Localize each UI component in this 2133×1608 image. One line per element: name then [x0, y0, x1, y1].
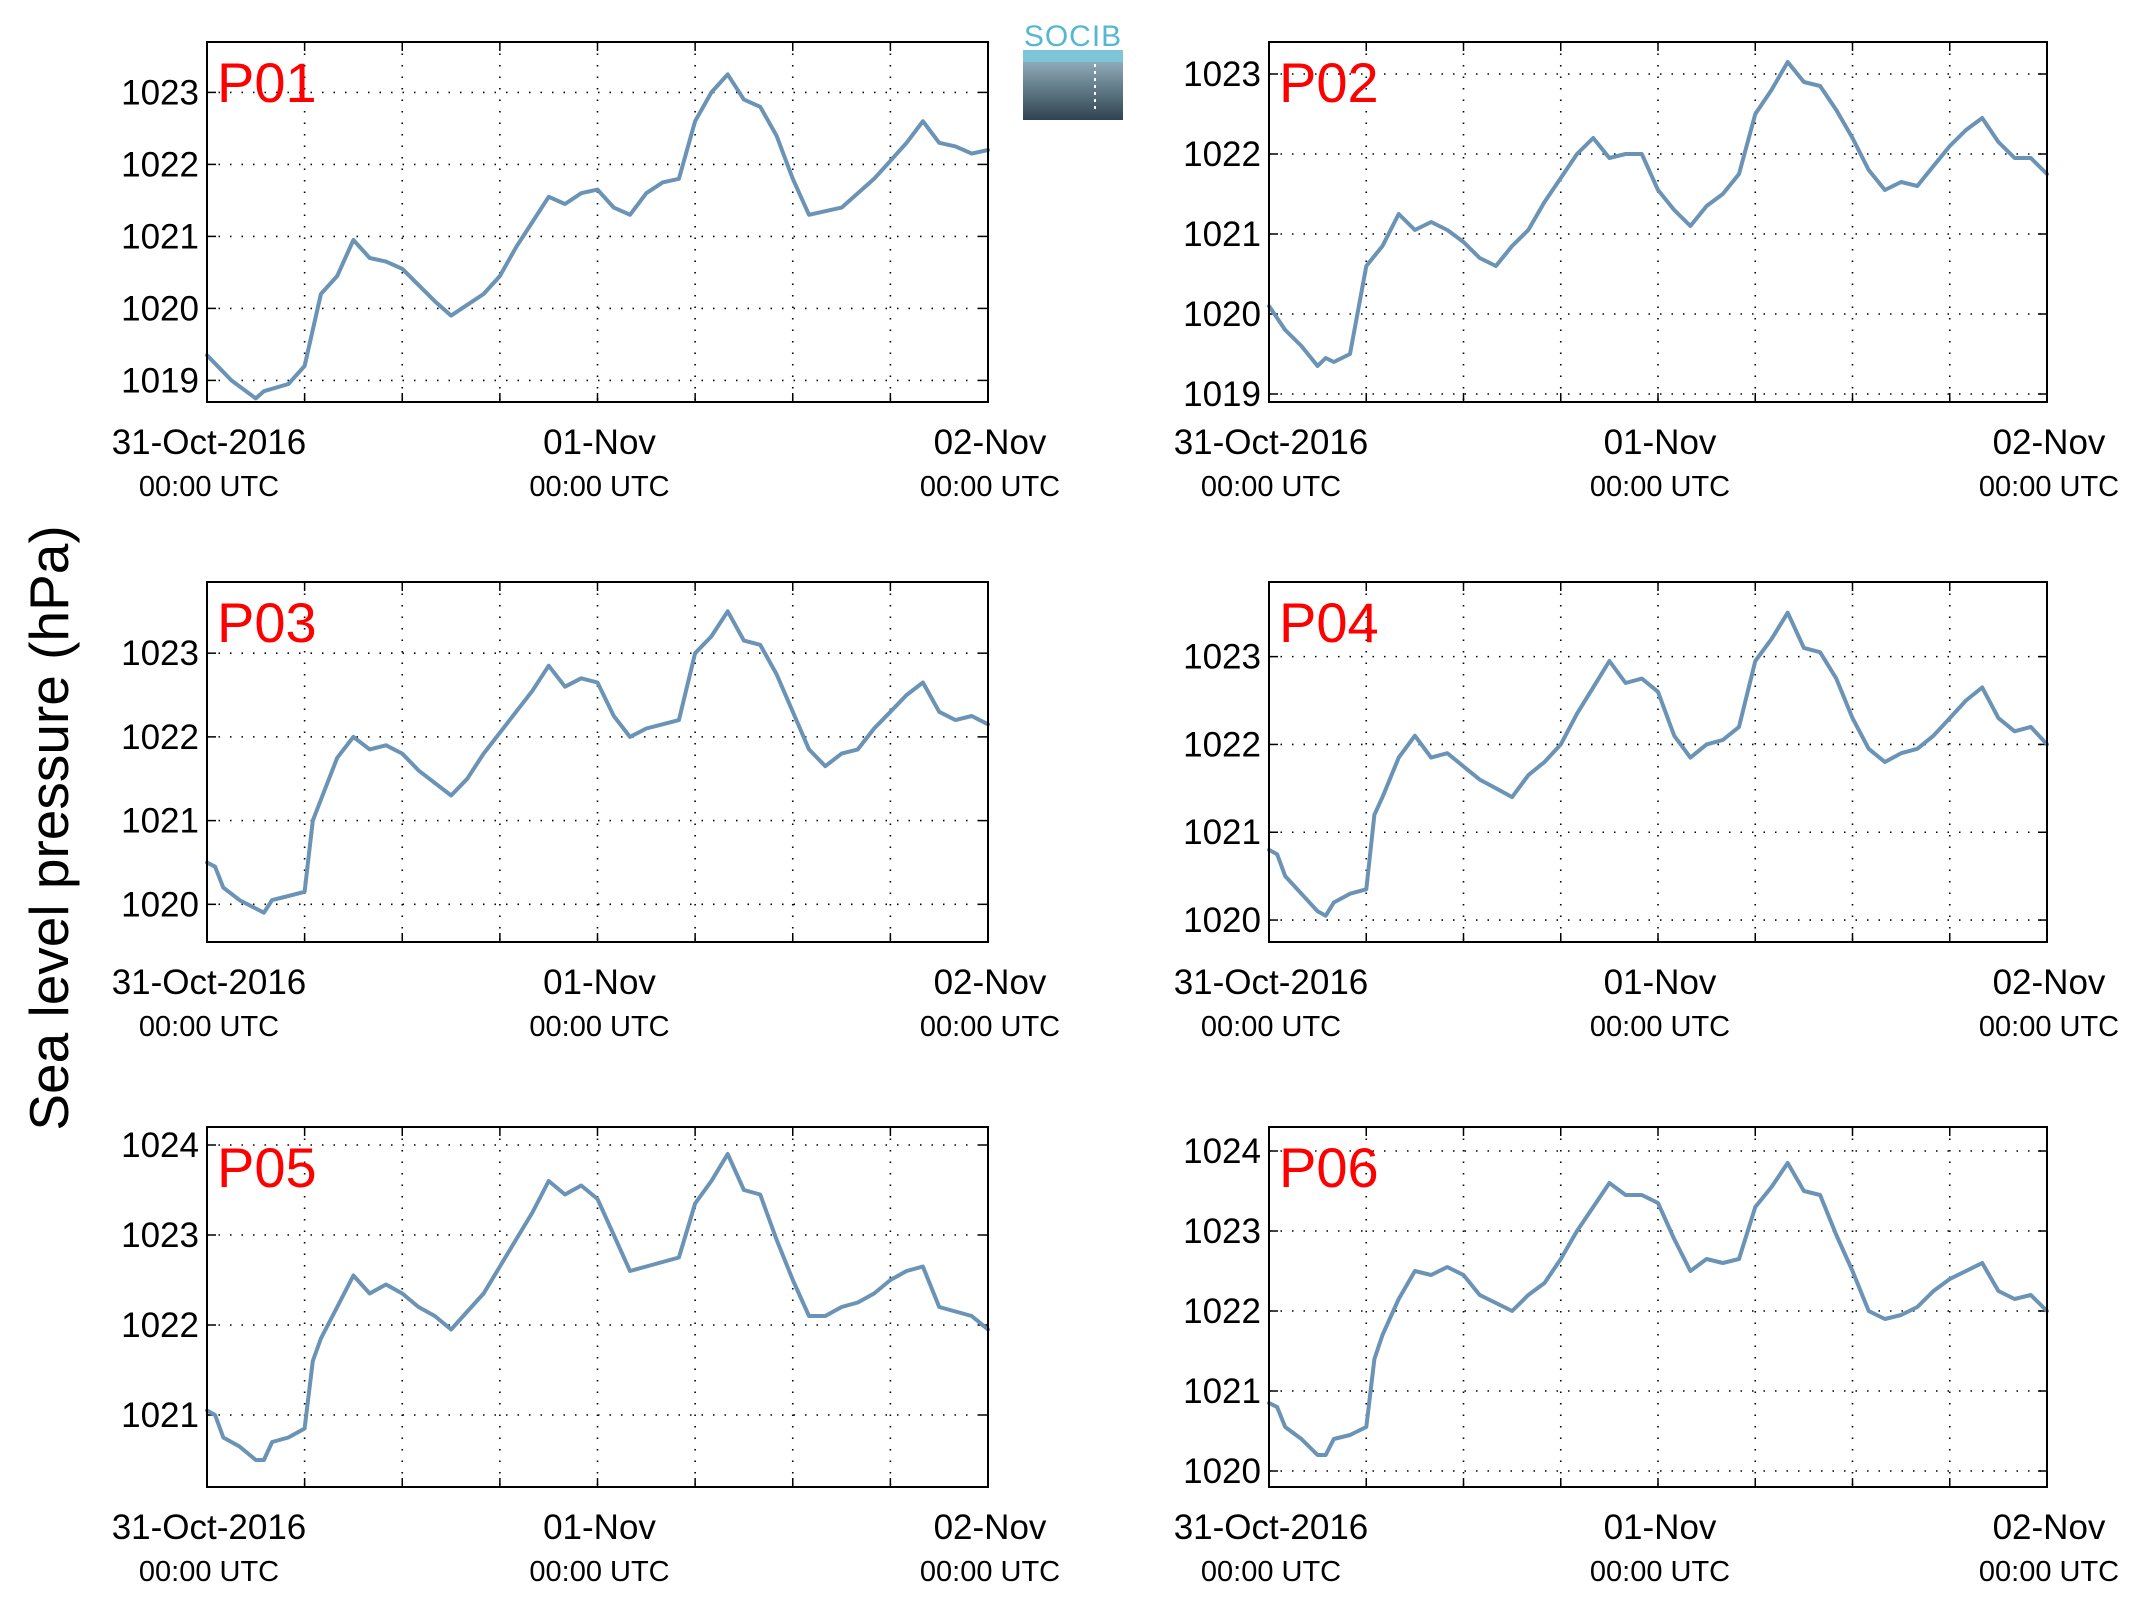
plot-area — [207, 42, 988, 402]
x-tick-time-label: 00:00 UTC — [1201, 471, 1341, 503]
panel-p04: 1020 1021 1022 1023 P04 31-Oct-2016 00:00 UTC 0… — [1174, 581, 2119, 1043]
axes-frame — [206, 1126, 989, 1488]
plot-area — [1269, 1127, 2047, 1487]
y-tick-label: 1023 — [1183, 1212, 1261, 1251]
y-tick-label: 1022 — [1183, 725, 1261, 764]
y-axis-label: Sea level pressure (hPa) — [18, 525, 80, 1130]
y-tick-label: 1021 — [1183, 215, 1261, 254]
y-tick-label: 1024 — [1183, 1132, 1261, 1171]
panel-p01: 1019 1020 1021 1022 1023 P01 31-Oct-2016 00:00 … — [112, 41, 1060, 503]
x-tick-time-label: 00:00 UTC — [1590, 1011, 1730, 1043]
panel-label: P03 — [217, 591, 317, 654]
x-tick-date-label: 31-Oct-2016 — [112, 423, 307, 462]
y-tick-label: 1022 — [121, 1306, 199, 1345]
x-tick-date-label: 01-Nov — [1604, 1508, 1717, 1547]
y-tick-label: 1023 — [121, 1216, 199, 1255]
x-tick-date-label: 31-Oct-2016 — [112, 1508, 307, 1547]
plot-area — [207, 582, 988, 942]
x-tick-date-label: 01-Nov — [1604, 423, 1717, 462]
y-tick-label: 1024 — [121, 1126, 199, 1165]
x-tick-date-label: 31-Oct-2016 — [112, 963, 307, 1002]
x-tick-time-label: 00:00 UTC — [529, 471, 669, 503]
panel-p02: 1019 1020 1021 1022 1023 P02 31-Oct-2016 00:00 … — [1174, 41, 2119, 503]
axes-frame — [206, 41, 989, 403]
pressure-series-line — [1267, 60, 2049, 368]
panel-label: P02 — [1279, 51, 1379, 114]
x-tick-time-label: 00:00 UTC — [1590, 1556, 1730, 1588]
y-tick-label: 1021 — [121, 802, 199, 841]
y-tick-label: 1022 — [1183, 1292, 1261, 1331]
x-tick-date-label: 01-Nov — [543, 1508, 656, 1547]
axes-frame — [1268, 1126, 2048, 1488]
panel-label: P06 — [1279, 1136, 1379, 1199]
panel-p06: 1020 1021 1022 1023 1024 P06 31-Oct-2016 00:00 … — [1174, 1126, 2119, 1588]
x-tick-date-label: 02-Nov — [934, 963, 1047, 1002]
x-tick-date-label: 02-Nov — [1993, 423, 2106, 462]
y-tick-label: 1019 — [121, 361, 199, 400]
logo-top-band — [1023, 50, 1123, 62]
y-tick-label: 1020 — [1183, 1452, 1261, 1491]
x-tick-time-label: 00:00 UTC — [920, 1011, 1060, 1043]
x-tick-date-label: 02-Nov — [1993, 1508, 2106, 1547]
y-tick-label: 1020 — [121, 885, 199, 924]
x-tick-time-label: 00:00 UTC — [139, 1011, 279, 1043]
pressure-series-line — [1267, 1161, 2049, 1457]
y-tick-label: 1023 — [1183, 55, 1261, 94]
x-tick-time-label: 00:00 UTC — [1979, 471, 2119, 503]
axes-frame — [206, 581, 989, 943]
panel-p03: 1020 1021 1022 1023 P03 31-Oct-2016 00:00 UTC 0… — [112, 581, 1060, 1043]
panel-p05: 1021 1022 1023 1024 P05 31-Oct-2016 00:00 UTC 0… — [112, 1126, 1060, 1588]
y-tick-label: 1021 — [121, 217, 199, 256]
x-tick-time-label: 00:00 UTC — [529, 1556, 669, 1588]
pressure-series-line — [205, 1152, 990, 1462]
x-tick-date-label: 31-Oct-2016 — [1174, 423, 1369, 462]
logo-body — [1023, 62, 1123, 120]
x-tick-date-label: 01-Nov — [543, 423, 656, 462]
plot-area — [1269, 42, 2047, 402]
pressure-series-line — [205, 72, 990, 401]
x-tick-date-label: 01-Nov — [543, 963, 656, 1002]
y-tick-label: 1021 — [1183, 1372, 1261, 1411]
x-tick-time-label: 00:00 UTC — [139, 471, 279, 503]
pressure-series-line — [205, 609, 990, 915]
plot-area — [207, 1127, 988, 1487]
x-tick-date-label: 31-Oct-2016 — [1174, 1508, 1369, 1547]
y-tick-label: 1023 — [1183, 638, 1261, 677]
pressure-series-line — [1267, 610, 2049, 918]
x-tick-time-label: 00:00 UTC — [1979, 1556, 2119, 1588]
x-tick-date-label: 02-Nov — [934, 1508, 1047, 1547]
x-tick-time-label: 00:00 UTC — [1201, 1011, 1341, 1043]
x-tick-time-label: 00:00 UTC — [920, 1556, 1060, 1588]
x-tick-time-label: 00:00 UTC — [1201, 1556, 1341, 1588]
x-tick-date-label: 01-Nov — [1604, 963, 1717, 1002]
panel-label: P05 — [217, 1136, 317, 1199]
x-tick-time-label: 00:00 UTC — [920, 471, 1060, 503]
y-tick-label: 1020 — [121, 289, 199, 328]
y-tick-label: 1022 — [121, 145, 199, 184]
x-tick-time-label: 00:00 UTC — [529, 1011, 669, 1043]
y-tick-label: 1022 — [1183, 135, 1261, 174]
panel-label: P04 — [1279, 591, 1379, 654]
y-tick-label: 1021 — [1183, 813, 1261, 852]
y-tick-label: 1023 — [121, 634, 199, 673]
y-tick-label: 1020 — [1183, 295, 1261, 334]
socib-logo: SOCIB — [1023, 20, 1123, 120]
x-tick-date-label: 02-Nov — [934, 423, 1047, 462]
x-tick-time-label: 00:00 UTC — [139, 1556, 279, 1588]
x-tick-time-label: 00:00 UTC — [1590, 471, 1730, 503]
axes-frame — [1268, 581, 2048, 943]
y-tick-label: 1023 — [121, 73, 199, 112]
x-tick-time-label: 00:00 UTC — [1979, 1011, 2119, 1043]
y-tick-label: 1019 — [1183, 375, 1261, 414]
plot-area — [1269, 582, 2047, 942]
x-tick-date-label: 31-Oct-2016 — [1174, 963, 1369, 1002]
y-tick-label: 1020 — [1183, 901, 1261, 940]
panel-label: P01 — [217, 51, 317, 114]
logo-text: SOCIB — [1024, 20, 1122, 53]
y-tick-label: 1022 — [121, 718, 199, 757]
axes-frame — [1268, 41, 2048, 403]
y-tick-label: 1021 — [121, 1396, 199, 1435]
x-tick-date-label: 02-Nov — [1993, 963, 2106, 1002]
